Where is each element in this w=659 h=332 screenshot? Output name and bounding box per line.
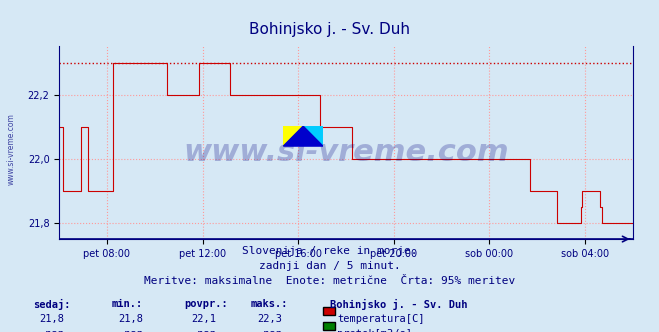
- Polygon shape: [283, 126, 323, 146]
- Polygon shape: [283, 126, 303, 146]
- Text: povpr.:: povpr.:: [185, 299, 228, 309]
- Text: -nan: -nan: [257, 329, 282, 332]
- Text: www.si-vreme.com: www.si-vreme.com: [7, 114, 16, 185]
- Text: maks.:: maks.:: [250, 299, 288, 309]
- Text: -nan: -nan: [191, 329, 216, 332]
- Text: Meritve: maksimalne  Enote: metrične  Črta: 95% meritev: Meritve: maksimalne Enote: metrične Črta…: [144, 276, 515, 286]
- Text: temperatura[C]: temperatura[C]: [337, 314, 425, 324]
- Text: 21,8: 21,8: [119, 314, 144, 324]
- Text: 21,8: 21,8: [40, 314, 65, 324]
- Text: 22,3: 22,3: [257, 314, 282, 324]
- Text: Slovenija / reke in morje.: Slovenija / reke in morje.: [242, 246, 417, 256]
- Text: -nan: -nan: [40, 329, 65, 332]
- Text: min.:: min.:: [112, 299, 143, 309]
- Text: 22,1: 22,1: [191, 314, 216, 324]
- Text: Bohinjsko j. - Sv. Duh: Bohinjsko j. - Sv. Duh: [249, 22, 410, 37]
- Text: sedaj:: sedaj:: [33, 299, 71, 310]
- Text: pretok[m3/s]: pretok[m3/s]: [337, 329, 413, 332]
- Text: Bohinjsko j. - Sv. Duh: Bohinjsko j. - Sv. Duh: [330, 299, 467, 310]
- Text: -nan: -nan: [119, 329, 144, 332]
- Text: www.si-vreme.com: www.si-vreme.com: [183, 138, 509, 167]
- Polygon shape: [303, 126, 323, 146]
- Text: zadnji dan / 5 minut.: zadnji dan / 5 minut.: [258, 261, 401, 271]
